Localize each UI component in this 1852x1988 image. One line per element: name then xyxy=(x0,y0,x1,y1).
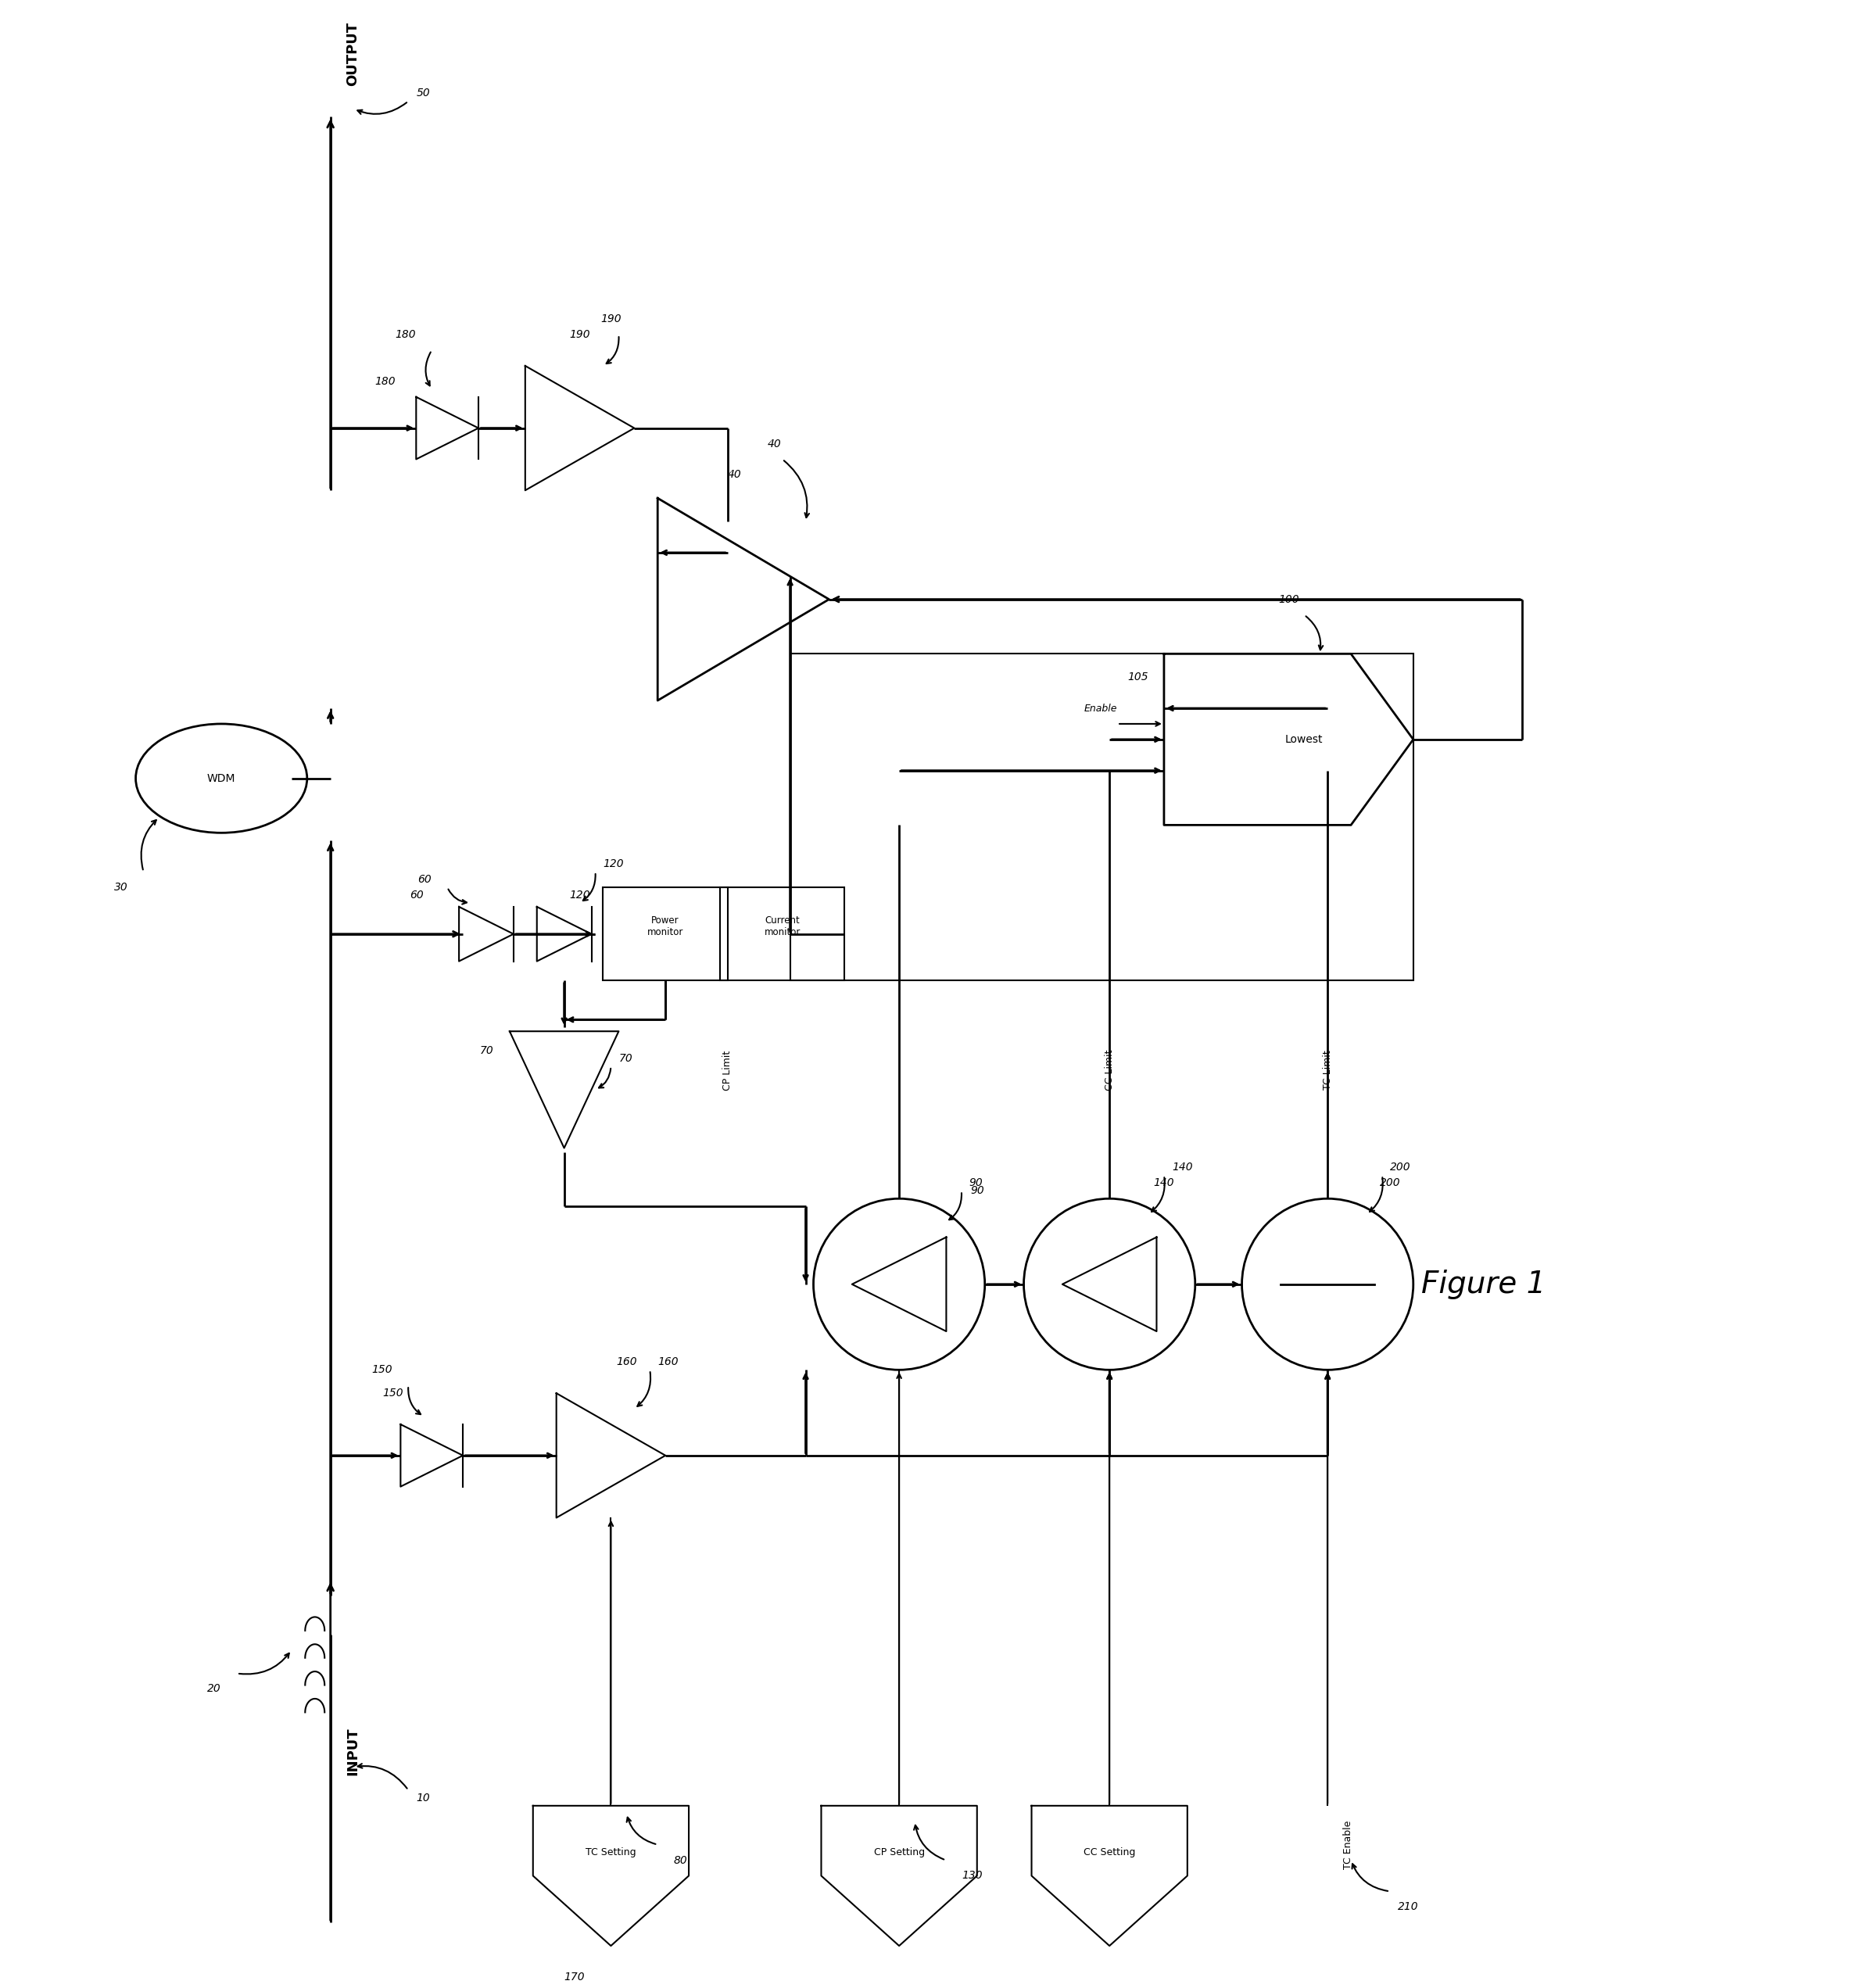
Text: 190: 190 xyxy=(569,330,591,340)
Text: 180: 180 xyxy=(374,376,394,388)
Text: WDM: WDM xyxy=(207,773,235,783)
Text: 200: 200 xyxy=(1389,1163,1411,1173)
Text: Current
monitor: Current monitor xyxy=(765,914,800,936)
Text: 170: 170 xyxy=(565,1972,585,1982)
Bar xyxy=(720,887,845,980)
Text: 70: 70 xyxy=(619,1054,633,1064)
Text: 80: 80 xyxy=(674,1855,687,1865)
Bar xyxy=(604,887,728,980)
Text: 150: 150 xyxy=(372,1364,393,1376)
Text: 30: 30 xyxy=(115,883,128,893)
Text: 60: 60 xyxy=(409,889,424,901)
Text: 20: 20 xyxy=(207,1684,222,1694)
Text: 180: 180 xyxy=(394,330,417,340)
Text: 160: 160 xyxy=(657,1356,678,1368)
Text: CP Limit: CP Limit xyxy=(722,1050,733,1089)
Text: 90: 90 xyxy=(969,1177,983,1189)
Text: 190: 190 xyxy=(600,314,620,324)
Text: TC Setting: TC Setting xyxy=(585,1847,635,1857)
Text: 50: 50 xyxy=(417,87,430,99)
Text: Lowest: Lowest xyxy=(1285,734,1322,746)
Text: 70: 70 xyxy=(480,1046,494,1056)
Text: 60: 60 xyxy=(419,875,432,885)
Text: OUTPUT: OUTPUT xyxy=(346,22,359,85)
Bar xyxy=(791,654,1413,980)
Text: 200: 200 xyxy=(1380,1177,1400,1189)
Text: Enable: Enable xyxy=(1083,704,1117,714)
Text: 130: 130 xyxy=(961,1871,982,1881)
Text: 10: 10 xyxy=(417,1793,430,1803)
Text: CP Setting: CP Setting xyxy=(874,1847,924,1857)
Text: Figure 1: Figure 1 xyxy=(1420,1270,1546,1298)
Text: 100: 100 xyxy=(1278,594,1298,604)
Text: 140: 140 xyxy=(1154,1177,1174,1189)
Text: 120: 120 xyxy=(569,889,591,901)
Text: TC Enable: TC Enable xyxy=(1343,1821,1354,1869)
Text: 150: 150 xyxy=(382,1388,404,1400)
Text: 90: 90 xyxy=(970,1185,983,1197)
Text: TC Limit: TC Limit xyxy=(1322,1050,1333,1089)
Text: 140: 140 xyxy=(1172,1163,1193,1173)
Text: 105: 105 xyxy=(1128,672,1148,682)
Text: Power
monitor: Power monitor xyxy=(648,914,683,936)
Text: 40: 40 xyxy=(728,469,741,481)
Text: 120: 120 xyxy=(604,859,624,869)
Text: CC Setting: CC Setting xyxy=(1083,1847,1135,1857)
Text: CC Limit: CC Limit xyxy=(1104,1050,1115,1091)
Text: INPUT: INPUT xyxy=(346,1728,359,1775)
Text: 40: 40 xyxy=(767,437,782,449)
Text: 210: 210 xyxy=(1398,1901,1419,1912)
Text: 160: 160 xyxy=(617,1356,637,1368)
